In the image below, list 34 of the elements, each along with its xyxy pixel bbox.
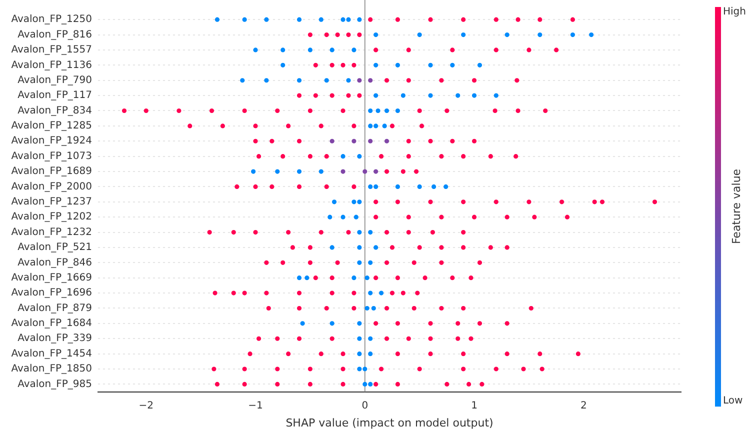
x-tick-label: 0 — [362, 400, 368, 412]
y-tick-label: Avalon_FP_1696 — [11, 288, 92, 299]
y-tick-label: Avalon_FP_1850 — [11, 364, 92, 375]
y-tick-label: Avalon_FP_1669 — [11, 272, 92, 284]
color-bar-label: High — [723, 6, 746, 18]
y-tick-label: Avalon_FP_1557 — [11, 44, 92, 56]
x-tick-label: −1 — [248, 400, 263, 412]
y-tick-label: Avalon_FP_1202 — [11, 212, 92, 223]
x-tick-label: −2 — [138, 400, 154, 412]
y-tick-label: Avalon_FP_1684 — [11, 318, 92, 330]
y-tick-label: Avalon_FP_521 — [18, 242, 92, 254]
y-tick-label: Avalon_FP_834 — [18, 105, 92, 116]
x-axis-title: SHAP value (impact on model output) — [286, 416, 494, 430]
y-tick-label: Avalon_FP_117 — [18, 90, 92, 102]
color-bar-title: Feature value — [730, 168, 743, 244]
color-bar-label: Low — [723, 396, 743, 407]
y-tick-label: Avalon_FP_846 — [18, 257, 92, 268]
y-tick-label: Avalon_FP_1285 — [11, 120, 92, 132]
y-tick-label: Avalon_FP_790 — [18, 74, 92, 86]
y-tick-label: Avalon_FP_1237 — [11, 196, 92, 208]
y-tick-label: Avalon_FP_339 — [18, 333, 92, 344]
y-tick-label: Avalon_FP_1136 — [11, 60, 92, 71]
y-tick-label: Avalon_FP_879 — [18, 302, 92, 314]
y-tick-label: Avalon_FP_1689 — [11, 166, 92, 178]
y-tick-label: Avalon_FP_1924 — [11, 136, 92, 147]
x-tick-label: 1 — [471, 400, 478, 412]
y-tick-label: Avalon_FP_816 — [18, 29, 92, 40]
y-tick-label: Avalon_FP_1454 — [11, 348, 92, 360]
y-tick-label: Avalon_FP_1073 — [11, 150, 92, 162]
y-tick-label: Avalon_FP_1232 — [11, 226, 92, 238]
y-tick-label: Avalon_FP_1250 — [11, 14, 92, 26]
y-tick-label: Avalon_FP_985 — [18, 378, 92, 390]
y-tick-label: Avalon_FP_2000 — [11, 181, 92, 192]
x-tick-label: 2 — [580, 400, 587, 412]
